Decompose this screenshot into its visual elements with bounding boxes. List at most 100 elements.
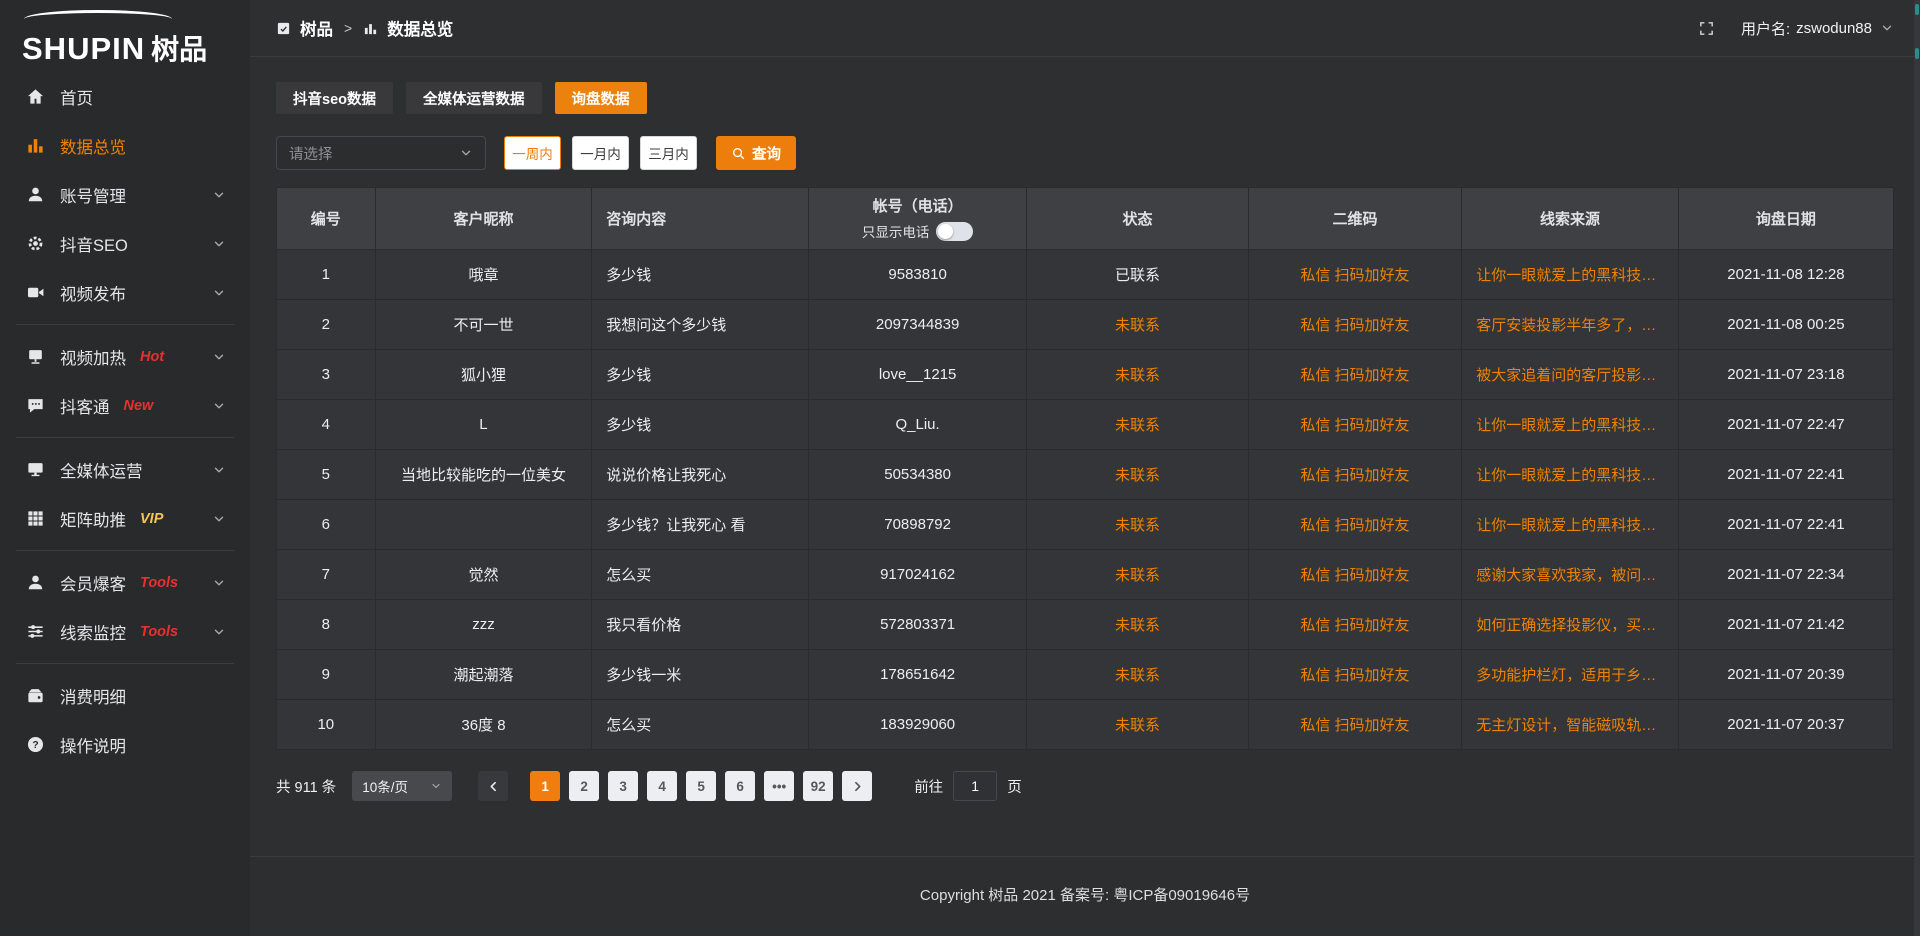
period-buttons: 一周内 一月内 三月内: [504, 136, 697, 170]
cell-qr-link[interactable]: 私信 扫码加好友: [1247, 299, 1463, 350]
wallet-icon: [26, 686, 45, 705]
cell-account: 50534380: [807, 449, 1028, 500]
cell-date: 2021-11-07 20:39: [1677, 649, 1895, 700]
sidebar-item-lead-monitor[interactable]: 线索监控 Tools: [0, 607, 250, 656]
bar-chart-icon: [363, 21, 378, 36]
sidebar-item-operation-guide[interactable]: ? 操作说明: [0, 720, 250, 769]
search-button[interactable]: 查询: [716, 136, 796, 170]
cell-account: 572803371: [807, 599, 1028, 650]
cell-qr-link[interactable]: 私信 扫码加好友: [1247, 349, 1463, 400]
sidebar-item-douyin-seo[interactable]: 抖音SEO: [0, 219, 250, 268]
user-menu[interactable]: 用户名: zswodun88: [1741, 18, 1894, 39]
cell-source-link[interactable]: 客厅安装投影半年多了，真实...: [1461, 299, 1679, 350]
sidebar-item-member-baoke[interactable]: 会员爆客 Tools: [0, 558, 250, 607]
cell-qr-link[interactable]: 私信 扫码加好友: [1247, 599, 1463, 650]
sidebar-item-home[interactable]: 首页: [0, 72, 250, 121]
cell-source-link[interactable]: 让你一眼就爱上的黑科技，能...: [1461, 399, 1679, 450]
phone-only-toggle[interactable]: [936, 221, 974, 241]
cell-source-link[interactable]: 无主灯设计，智能磁吸轨道灯...: [1461, 699, 1679, 750]
chevron-down-icon: [212, 625, 226, 639]
scrollbar-thumb[interactable]: [1915, 4, 1919, 15]
cell-qr-link[interactable]: 私信 扫码加好友: [1247, 399, 1463, 450]
cell-content: 多少钱: [591, 399, 809, 450]
chevron-down-icon: [459, 146, 473, 160]
sidebar-item-omni-media[interactable]: 全媒体运营: [0, 445, 250, 494]
question-icon: ?: [26, 735, 45, 754]
screen-icon: [26, 347, 45, 366]
col-date: 询盘日期: [1677, 187, 1895, 250]
scrollbar-thumb[interactable]: [1915, 48, 1919, 59]
tab-2[interactable]: 询盘数据: [554, 82, 647, 114]
period-button-0[interactable]: 一周内: [504, 136, 561, 170]
cell-source-link[interactable]: 如何正确选择投影仪，买投影...: [1461, 599, 1679, 650]
page-button-1[interactable]: 1: [530, 771, 561, 801]
table-row: 6 多少钱？让我死心 看 70898792 未联系 私信 扫码加好友 让你一眼就爱上的黑科…: [276, 499, 1895, 550]
sidebar-item-matrix-boost[interactable]: 矩阵助推 VIP: [0, 494, 250, 543]
cell-qr-link[interactable]: 私信 扫码加好友: [1247, 249, 1463, 300]
page-size-select[interactable]: 10条/页: [352, 771, 453, 801]
cell-content: 说说价格让我死心: [591, 449, 809, 500]
cell-id: 5: [276, 449, 376, 500]
page-size-value: 10条/页: [362, 780, 408, 795]
sidebar-item-label: 视频加热: [60, 349, 126, 368]
col-content: 咨询内容: [591, 187, 809, 250]
user-icon: [26, 185, 45, 204]
sidebar-item-badge: Tools: [140, 574, 179, 591]
cell-source-link[interactable]: 多功能护栏灯，适用于乡村文...: [1461, 649, 1679, 700]
sidebar-item-doukertong[interactable]: 抖客通 New: [0, 381, 250, 430]
page-button-5[interactable]: 5: [686, 771, 717, 801]
period-button-1[interactable]: 一月内: [572, 136, 629, 170]
breadcrumb-root[interactable]: 树品: [300, 21, 333, 39]
tab-1[interactable]: 全媒体运营数据: [406, 82, 542, 114]
sidebar-nav: 首页 数据总览账号管理抖音SEO 视频发布视频加热 Hot 抖客通 New 全媒体运营 矩阵助…: [0, 72, 250, 769]
cell-source-link[interactable]: 被大家追着问的客厅投影分享...: [1461, 349, 1679, 400]
filter-select[interactable]: 请选择: [276, 136, 486, 170]
sidebar-item-label: 抖音SEO: [60, 236, 128, 255]
goto-page-input[interactable]: [953, 771, 998, 801]
cell-status: 未联系: [1026, 299, 1249, 350]
cell-qr-link[interactable]: 私信 扫码加好友: [1247, 649, 1463, 700]
table-row: 5 当地比较能吃的一位美女 说说价格让我死心 50534380 未联系 私信 扫码加好友让…: [276, 449, 1895, 500]
monitor-icon: [26, 460, 45, 479]
chevron-down-icon: [1880, 21, 1894, 35]
chevron-right-icon: [854, 781, 861, 791]
sidebar-divider: [16, 550, 234, 551]
cell-source-link[interactable]: 让你一眼就爱上的黑科技，能...: [1461, 249, 1679, 300]
period-button-2[interactable]: 三月内: [640, 136, 697, 170]
cell-content: 多少钱: [591, 349, 809, 400]
sidebar-item-data-overview[interactable]: 数据总览: [0, 121, 250, 170]
page-button-4[interactable]: 4: [647, 771, 678, 801]
cell-source-link[interactable]: 感谢大家喜欢我家，被问了好...: [1461, 549, 1679, 600]
fullscreen-icon[interactable]: [1698, 20, 1715, 37]
sidebar-item-label: 账号管理: [60, 187, 126, 206]
sidebar-item-consumption-detail[interactable]: 消费明细: [0, 671, 250, 720]
sidebar-item-video-heating[interactable]: 视频加热 Hot: [0, 332, 250, 381]
prev-page-button[interactable]: [478, 771, 509, 801]
sidebar-item-account-management[interactable]: 账号管理: [0, 170, 250, 219]
cell-qr-link[interactable]: 私信 扫码加好友: [1247, 499, 1463, 550]
page-button-2[interactable]: 2: [569, 771, 600, 801]
tab-0[interactable]: 抖音seo数据: [276, 82, 393, 114]
next-page-button[interactable]: [842, 771, 873, 801]
cell-id: 2: [276, 299, 376, 350]
table-row: 7 觉然 怎么买 917024162 未联系 私信 扫码加好友 感谢大家喜欢我家，被问了好.…: [276, 549, 1895, 600]
page-button-3[interactable]: 3: [608, 771, 639, 801]
cell-status: 未联系: [1026, 699, 1249, 750]
filter-bar: 请选择 一周内 一月内 三月内 查询: [276, 136, 1894, 170]
cell-source-link[interactable]: 让你一眼就爱上的黑科技，能...: [1461, 499, 1679, 550]
cell-qr-link[interactable]: 私信 扫码加好友: [1247, 549, 1463, 600]
chevron-down-icon: [212, 237, 226, 251]
page-button-6[interactable]: 6: [725, 771, 756, 801]
sidebar: SHUPIN 树品 首页 数据总览 账号管理 抖音SEO 视频发布 视频加热 Hot 抖客通 N…: [0, 0, 250, 936]
cell-account: 70898792: [807, 499, 1028, 550]
page-button-92[interactable]: 92: [803, 771, 834, 801]
cell-status: 未联系: [1026, 399, 1249, 450]
cell-qr-link[interactable]: 私信 扫码加好友: [1247, 449, 1463, 500]
more-pages-button[interactable]: •••: [764, 771, 795, 801]
sidebar-item-video-publish[interactable]: 视频发布: [0, 268, 250, 317]
cell-source-link[interactable]: 让你一眼就爱上的黑科技，能...: [1461, 449, 1679, 500]
cell-qr-link[interactable]: 私信 扫码加好友: [1247, 699, 1463, 750]
page-scrollbar[interactable]: [1914, 0, 1920, 936]
cell-nickname: 不可一世: [374, 299, 593, 350]
chevron-down-icon: [430, 780, 442, 792]
